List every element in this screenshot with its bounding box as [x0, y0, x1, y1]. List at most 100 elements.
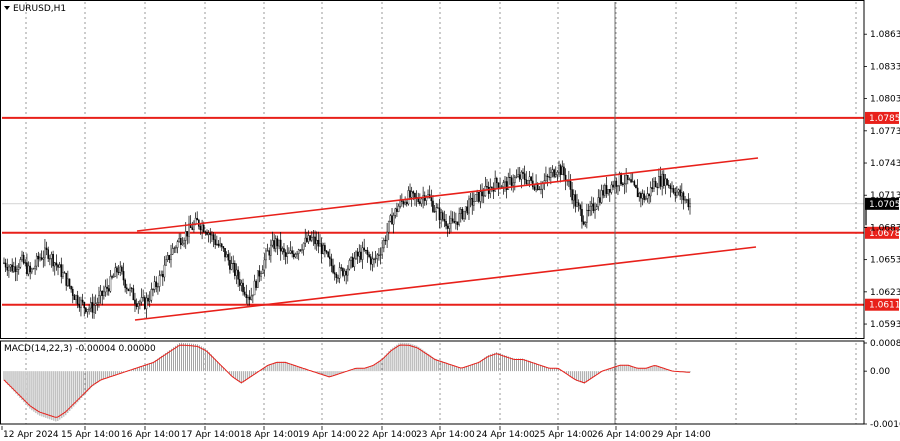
- candle-body: [211, 234, 213, 236]
- candle-body: [180, 238, 182, 245]
- candle-body: [335, 273, 338, 278]
- candle-body: [473, 201, 475, 206]
- candle-body: [517, 174, 519, 177]
- candle-body: [163, 264, 166, 278]
- candle-body: [423, 195, 426, 201]
- candle-body: [31, 268, 33, 273]
- candle-body: [649, 187, 652, 197]
- candle-body: [455, 221, 457, 224]
- candle-body: [433, 211, 436, 213]
- candle-body: [474, 194, 477, 202]
- candle-body: [661, 173, 663, 187]
- candle-body: [171, 248, 174, 255]
- candle-body: [147, 297, 149, 302]
- candle-body: [589, 205, 591, 212]
- candle-body: [63, 272, 66, 274]
- candle-body: [461, 209, 464, 219]
- candle-body: [34, 265, 36, 269]
- x-tick-label: 24 Apr 14:00: [476, 430, 535, 440]
- candle-body: [307, 235, 310, 242]
- candle-body: [162, 274, 164, 278]
- candle-body: [430, 197, 433, 202]
- candle-body: [53, 262, 56, 267]
- candle-body: [168, 255, 171, 260]
- candle-body: [19, 259, 22, 268]
- candle-body: [242, 282, 244, 293]
- candle-body: [644, 198, 647, 200]
- candle-body: [319, 243, 321, 247]
- candle-body: [73, 295, 76, 300]
- candle-body: [83, 302, 86, 309]
- candle-body: [381, 247, 384, 256]
- candle-body: [496, 178, 498, 184]
- candle-body: [93, 305, 95, 313]
- candle-body: [263, 259, 266, 271]
- y-tick-label: 1.0623: [870, 288, 900, 298]
- candle-body: [68, 278, 71, 287]
- candle-body: [405, 202, 408, 205]
- candle-body: [419, 201, 421, 204]
- candle-body: [229, 260, 231, 270]
- candle-body: [216, 243, 218, 245]
- candle-body: [35, 255, 38, 267]
- candle-body: [379, 254, 382, 256]
- candle-body: [39, 257, 41, 260]
- candle-body: [45, 247, 48, 250]
- candle-body: [121, 266, 123, 272]
- candle-body: [184, 231, 187, 241]
- candle-body: [310, 237, 313, 241]
- candle-body: [669, 185, 672, 189]
- candle-body: [515, 176, 518, 178]
- candle-body: [175, 247, 177, 249]
- candle-body: [435, 207, 438, 212]
- candle-body: [160, 274, 162, 276]
- candle-body: [6, 266, 9, 271]
- macd-tick-label: 0.00: [870, 367, 890, 377]
- y-tick-label: 1.0833: [870, 62, 900, 72]
- candle-body: [396, 208, 398, 212]
- candle-body: [201, 224, 203, 231]
- candle-body: [387, 220, 390, 233]
- candle-body: [466, 206, 469, 214]
- candle-body: [170, 254, 172, 260]
- level-badge-label: 1.0785: [869, 114, 900, 124]
- level-badge: [865, 298, 899, 311]
- candle-body: [350, 256, 352, 261]
- candle-body: [505, 181, 508, 190]
- candle-body: [599, 197, 601, 203]
- candle-body: [409, 190, 411, 198]
- candle-body: [202, 224, 205, 233]
- candle-body: [514, 177, 516, 184]
- candle-body: [155, 281, 158, 287]
- candle-body: [520, 171, 523, 180]
- main-frame: [0, 0, 865, 339]
- dropdown-triangle-icon[interactable]: [4, 6, 10, 10]
- candle-body: [222, 246, 225, 249]
- candle-body: [289, 250, 292, 254]
- candle-body: [643, 193, 645, 200]
- main-grid: [25, 2, 857, 338]
- candle-body: [42, 257, 45, 260]
- candle-body: [369, 256, 372, 265]
- candle-body: [469, 197, 472, 200]
- candle-body: [134, 299, 136, 304]
- candle-body: [165, 259, 167, 266]
- candle-body: [340, 267, 343, 269]
- candle-body: [345, 270, 347, 276]
- candle-body: [548, 176, 550, 178]
- candle-body: [330, 258, 333, 266]
- candle-body: [127, 288, 130, 291]
- candle-body: [225, 254, 228, 258]
- candle-body: [463, 210, 465, 219]
- candle-body: [376, 254, 379, 259]
- candle-body: [145, 297, 148, 310]
- candle-body: [117, 271, 120, 273]
- y-tick-label: 1.0773: [870, 127, 900, 137]
- candle-body: [224, 248, 226, 258]
- candle-body: [636, 187, 639, 198]
- current-price-label: 1.0705: [869, 200, 900, 210]
- candle-body: [40, 257, 43, 260]
- x-tick-label: 19 Apr 14:00: [298, 430, 357, 440]
- candle-body: [270, 244, 272, 256]
